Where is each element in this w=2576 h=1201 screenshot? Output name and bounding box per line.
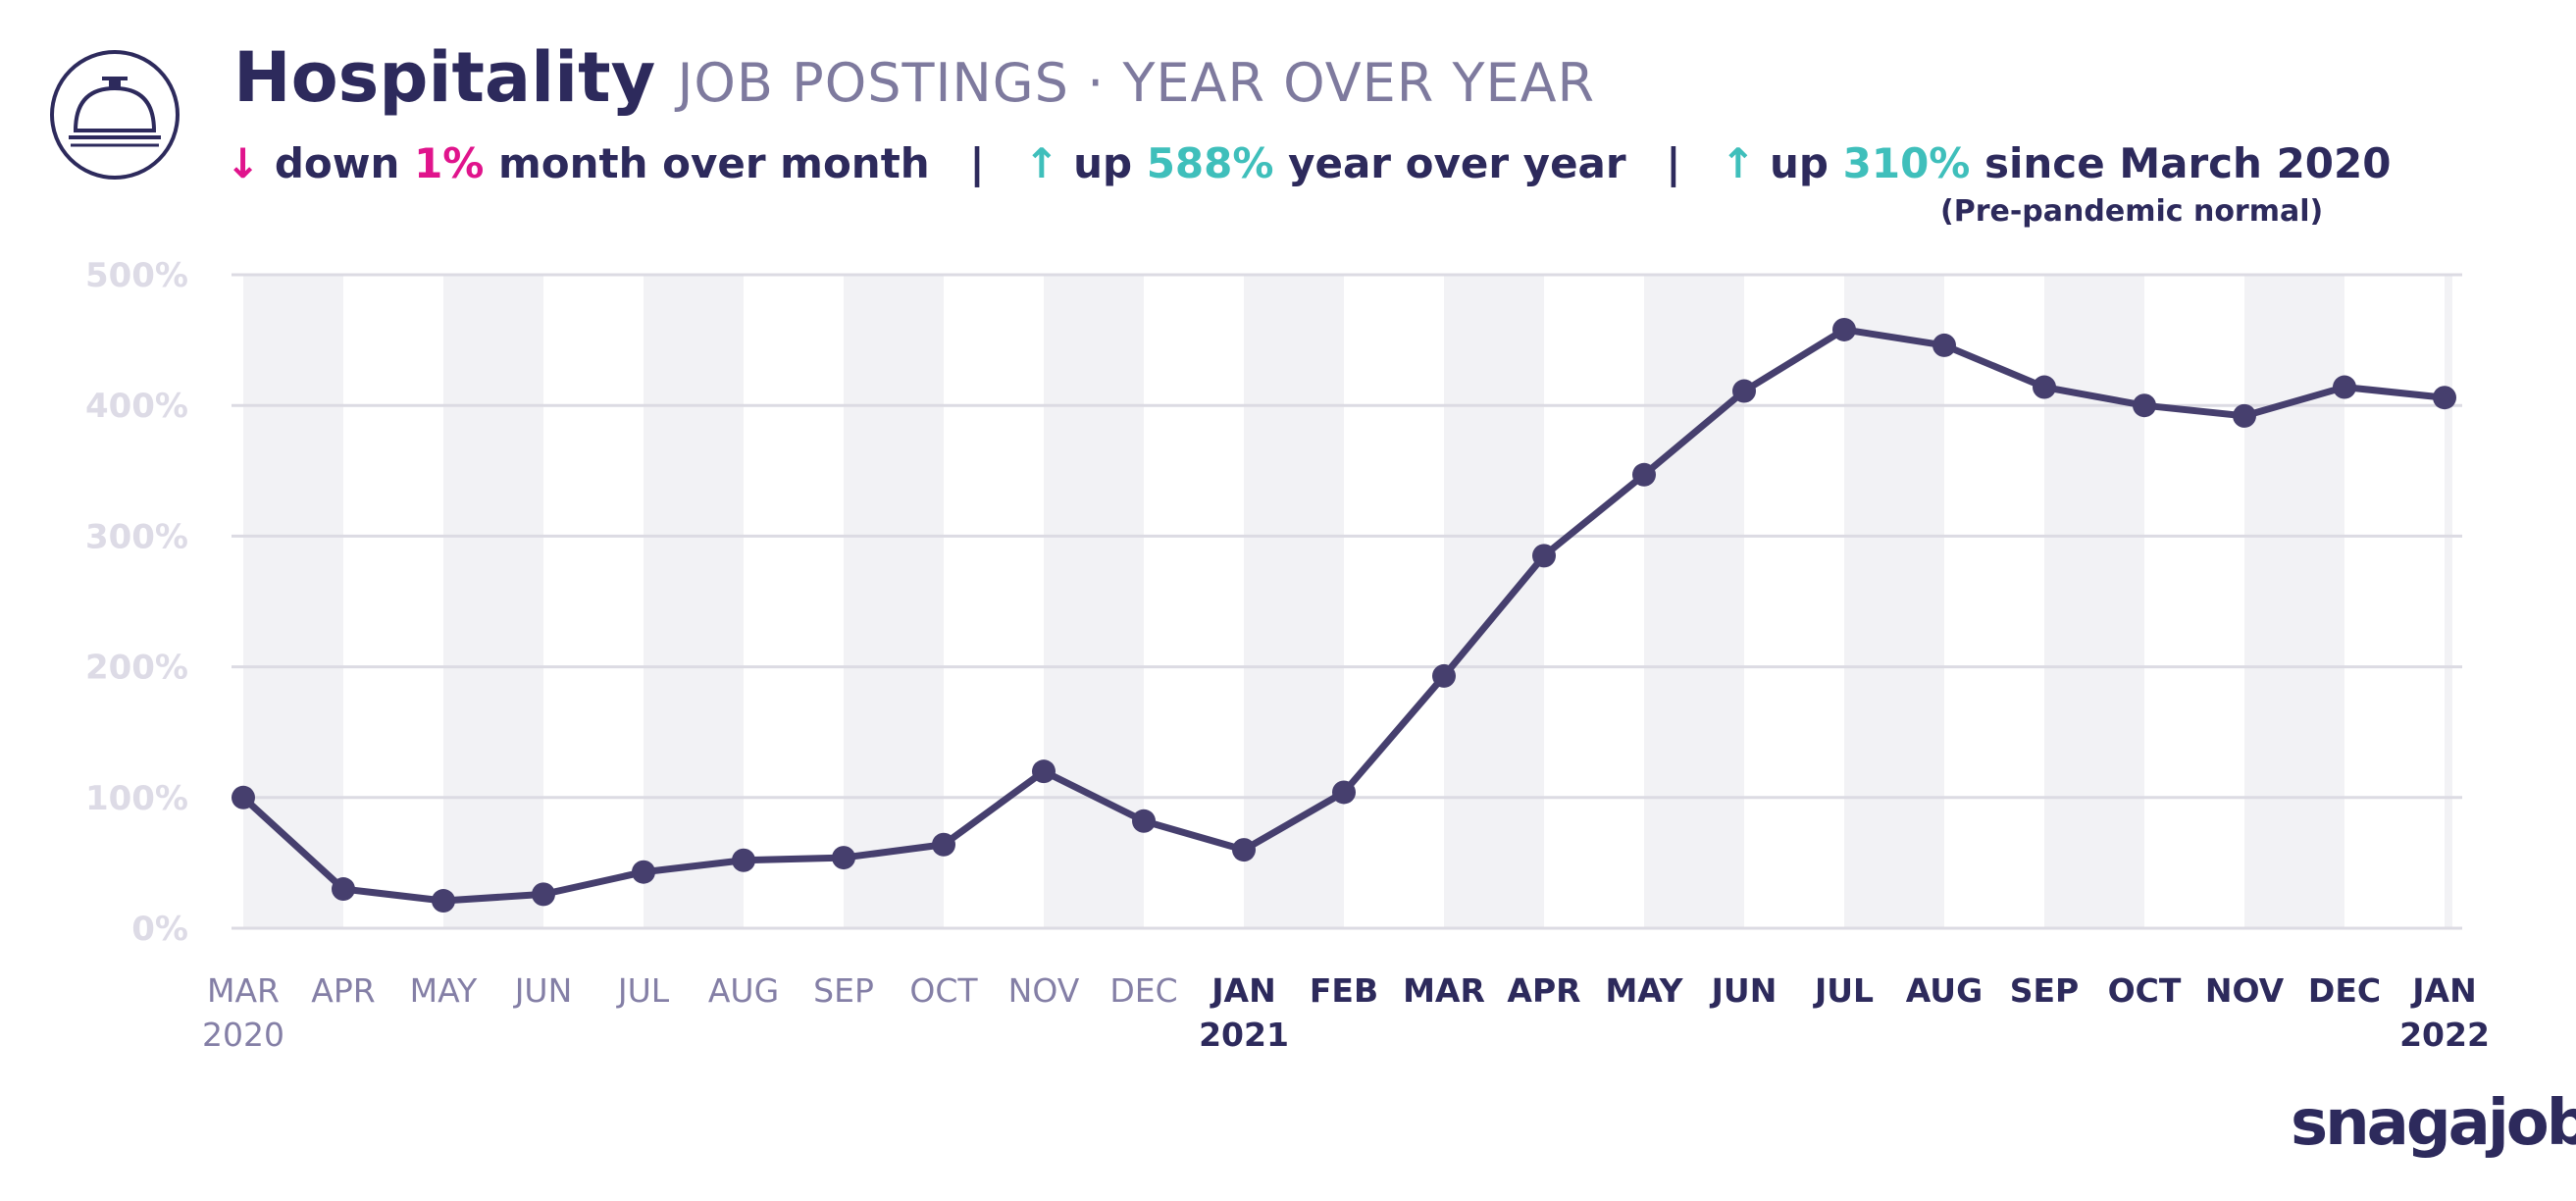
x-tick-label: JUN [1710,971,1777,1010]
subtitle-part-2: YEAR OVER YEAR [1122,52,1596,114]
title-main: Hospitality [233,37,656,118]
yoy-word: up [1073,139,1133,187]
stats-divider: | [969,139,985,187]
x-year-label: 2022 [2399,1016,2490,1054]
x-axis: MAR APR MAY JUN JUL AUG SEP OCT NOV DEC JAN FEB MAR A… [202,971,2490,1054]
up-arrow-icon: ↑ [1024,139,1059,187]
data-point [1532,544,1556,568]
x-year-label: 2020 [202,1016,284,1054]
data-point [2433,386,2456,410]
data-point [1932,333,1956,357]
data-point [1032,759,1056,784]
stats-divider: | [1666,139,1681,187]
band [1644,275,1744,928]
mom-value: 1% [414,139,485,187]
x-tick-label: JAN [1210,971,1275,1010]
x-tick-label: SEP [2010,971,2080,1010]
x-tick-label: OCT [909,971,978,1010]
x-tick-label: APR [1507,971,1580,1010]
data-point [832,846,855,870]
brand-logo: snagajob [2291,1087,2576,1160]
y-tick-label: 100% [85,779,188,818]
data-point [432,889,455,914]
data-point [2233,403,2256,428]
band [1244,275,1344,928]
title-subtitle: JOB POSTINGS · YEAR OVER YEAR [678,52,1596,114]
band [2244,275,2344,928]
up-arrow-icon: ↑ [1721,139,1756,187]
since-note: (Pre-pandemic normal) [1940,194,2324,229]
data-point [2333,375,2356,399]
band [1044,275,1144,928]
x-tick-label: JUN [513,971,573,1010]
band [844,275,944,928]
data-point [632,860,655,884]
stats-row: ↓ down 1% month over month | ↑ up 588% y… [226,139,2391,187]
data-point [2033,375,2056,399]
data-point [1732,379,1756,403]
data-point [1632,462,1656,487]
data-point [1832,317,1856,341]
since-value: 310% [1842,139,1971,187]
x-tick-label: MAR [207,971,280,1010]
x-tick-label: DEC [2308,971,2381,1010]
x-tick-label: AUG [708,971,779,1010]
y-tick-label: 0% [131,910,188,949]
subtitle-part-1: JOB POSTINGS [677,52,1069,114]
yoy-value: 588% [1146,139,1274,187]
x-year-label: 2021 [1199,1016,1289,1054]
x-tick-label: AUG [1906,971,1983,1010]
x-tick-label: JUL [1813,971,1874,1010]
x-tick-label: MAY [410,971,478,1010]
since-label: since March 2020 [1984,139,2392,187]
x-tick-label: DEC [1109,971,1177,1010]
band [2044,275,2144,928]
y-tick-label: 500% [85,256,188,295]
alternating-bands [243,275,2452,928]
band [243,275,343,928]
y-tick-label: 300% [85,517,188,556]
data-point [1132,809,1156,833]
down-arrow-icon: ↓ [226,139,261,187]
x-tick-label: OCT [2108,971,2182,1010]
x-tick-label: JUL [616,971,670,1010]
data-point [1332,780,1356,805]
mom-label: month over month [498,139,930,187]
data-point [2133,393,2156,418]
data-point [932,832,955,857]
x-tick-label: APR [311,971,375,1010]
band [1844,275,1944,928]
x-tick-label: FEB [1310,971,1378,1010]
data-point [532,882,555,907]
data-point [1432,663,1456,688]
band [443,275,543,928]
data-point [732,848,755,872]
chart-title: Hospitality JOB POSTINGS · YEAR OVER YEA… [233,37,1595,118]
mom-word: down [274,139,400,187]
x-tick-label: SEP [813,971,874,1010]
subtitle-separator: · [1087,52,1106,114]
data-point [232,785,255,809]
yoy-label: year over year [1288,139,1626,187]
x-tick-label: NOV [2205,971,2285,1010]
series-line-group [232,317,2456,914]
band [644,275,744,928]
data-point [332,877,355,902]
y-tick-label: 400% [85,387,188,426]
x-tick-label: NOV [1008,971,1080,1010]
x-tick-label: MAY [1605,971,1683,1010]
data-point [1232,838,1256,862]
since-word: up [1770,139,1829,187]
band [1444,275,1544,928]
y-tick-label: 200% [85,649,188,688]
band [2445,275,2452,928]
x-tick-label: JAN [2410,971,2476,1010]
x-tick-label: MAR [1403,971,1485,1010]
service-bell-icon [50,50,180,180]
y-axis: 0% 100% 200% 300% 400% 500% [85,256,188,949]
